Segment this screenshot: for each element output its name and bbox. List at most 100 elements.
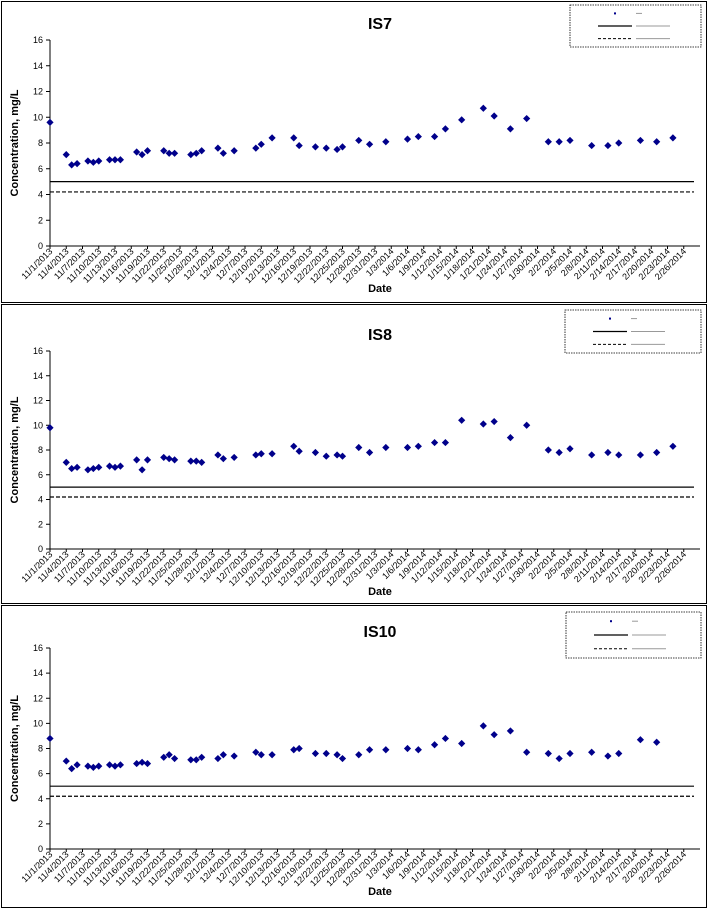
data-point	[192, 149, 200, 157]
y-tick-label: 4	[38, 190, 43, 200]
data-point	[170, 149, 179, 157]
data-point	[89, 158, 97, 166]
legend-marker	[614, 12, 616, 15]
data-point	[95, 463, 103, 471]
data-point	[555, 138, 563, 146]
data-point	[311, 749, 320, 758]
data-point	[338, 452, 347, 460]
y-tick-label: 6	[38, 164, 43, 174]
data-point	[143, 456, 152, 464]
data-point	[544, 446, 552, 454]
data-point	[430, 741, 439, 749]
chart-title: IS10	[364, 624, 397, 641]
data-point	[192, 457, 200, 465]
data-point	[230, 147, 238, 155]
data-point	[365, 448, 374, 457]
data-point	[333, 751, 341, 759]
data-point	[653, 448, 661, 457]
data-point	[116, 462, 125, 470]
data-point	[116, 761, 125, 769]
legend-marker	[610, 620, 612, 623]
data-point	[333, 145, 341, 154]
y-tick-label: 10	[33, 420, 43, 430]
data-point	[116, 156, 125, 164]
data-point	[219, 455, 227, 463]
chart-title: IS7	[368, 16, 392, 33]
y-tick-label: 10	[33, 718, 43, 728]
chart-panel-is7: IS7 0 2 4 6 8 10 12 14 16 11/1/2013 11/4/2013 11/7/2…	[1, 1, 707, 303]
data-point	[46, 734, 54, 743]
data-point	[68, 161, 76, 169]
data-point	[257, 450, 265, 458]
chart-panel-is10: IS10 0 2 4 6 8 10 12 14 16 11/1/2013 11/4/2013 11/7/…	[1, 605, 707, 908]
y-tick-label: 0	[38, 544, 43, 554]
y-tick-label: 0	[38, 844, 43, 854]
y-tick-label: 4	[38, 794, 43, 804]
data-point	[214, 754, 222, 763]
data-point	[490, 417, 498, 426]
data-point	[187, 457, 195, 465]
data-point	[73, 160, 81, 168]
data-point	[479, 420, 487, 428]
data-point	[458, 116, 466, 124]
data-point	[365, 746, 374, 754]
data-point	[68, 765, 76, 773]
data-point	[566, 749, 574, 758]
data-point	[588, 748, 596, 756]
data-point	[403, 135, 412, 143]
y-tick-label: 8	[38, 445, 43, 455]
data-point	[133, 148, 141, 156]
data-point	[490, 112, 498, 120]
data-point	[198, 458, 206, 466]
data-point	[290, 442, 298, 450]
y-tick-label: 14	[33, 371, 43, 381]
data-point	[138, 150, 146, 159]
y-tick-label: 2	[38, 215, 43, 225]
legend-box	[569, 4, 702, 48]
data-point	[479, 722, 487, 730]
chart-panel-is8: IS8 0 2 4 6 8 10 12 14 16 11/1/2013 11/4/2013 11/7/2…	[1, 304, 707, 604]
data-point	[165, 751, 173, 759]
data-point	[636, 451, 645, 459]
data-point	[615, 749, 623, 758]
data-point	[62, 150, 70, 159]
data-point	[95, 762, 103, 770]
data-point	[111, 156, 119, 164]
data-point	[160, 753, 168, 761]
data-point	[133, 456, 141, 464]
data-point	[555, 754, 563, 763]
data-point	[403, 443, 412, 452]
data-point	[322, 452, 330, 460]
data-point	[544, 138, 552, 146]
data-point	[268, 751, 276, 759]
data-point	[84, 762, 92, 770]
data-point	[506, 727, 515, 735]
x-axis-title: Date	[368, 586, 392, 598]
data-point	[544, 749, 552, 758]
y-tick-label: 12	[33, 87, 43, 97]
y-tick-label: 16	[33, 346, 43, 356]
data-point	[588, 451, 596, 459]
data-point	[133, 759, 141, 768]
chart-title: IS8	[368, 327, 392, 344]
y-tick-label: 14	[33, 668, 43, 678]
data-point	[252, 451, 260, 459]
data-point	[414, 132, 422, 141]
data-point	[636, 736, 645, 744]
data-point	[89, 763, 97, 771]
data-point	[105, 761, 114, 769]
data-point	[46, 118, 54, 126]
y-tick-label: 8	[38, 138, 43, 148]
data-point	[365, 140, 374, 148]
data-point	[138, 466, 146, 474]
x-axis-title: Date	[368, 886, 392, 898]
data-point	[338, 754, 347, 763]
data-point	[355, 443, 363, 452]
data-point	[338, 143, 347, 151]
data-point	[230, 453, 238, 462]
data-point	[669, 134, 677, 142]
data-point	[458, 739, 466, 748]
data-point	[105, 156, 114, 164]
data-point	[143, 759, 152, 768]
data-point	[160, 453, 168, 462]
